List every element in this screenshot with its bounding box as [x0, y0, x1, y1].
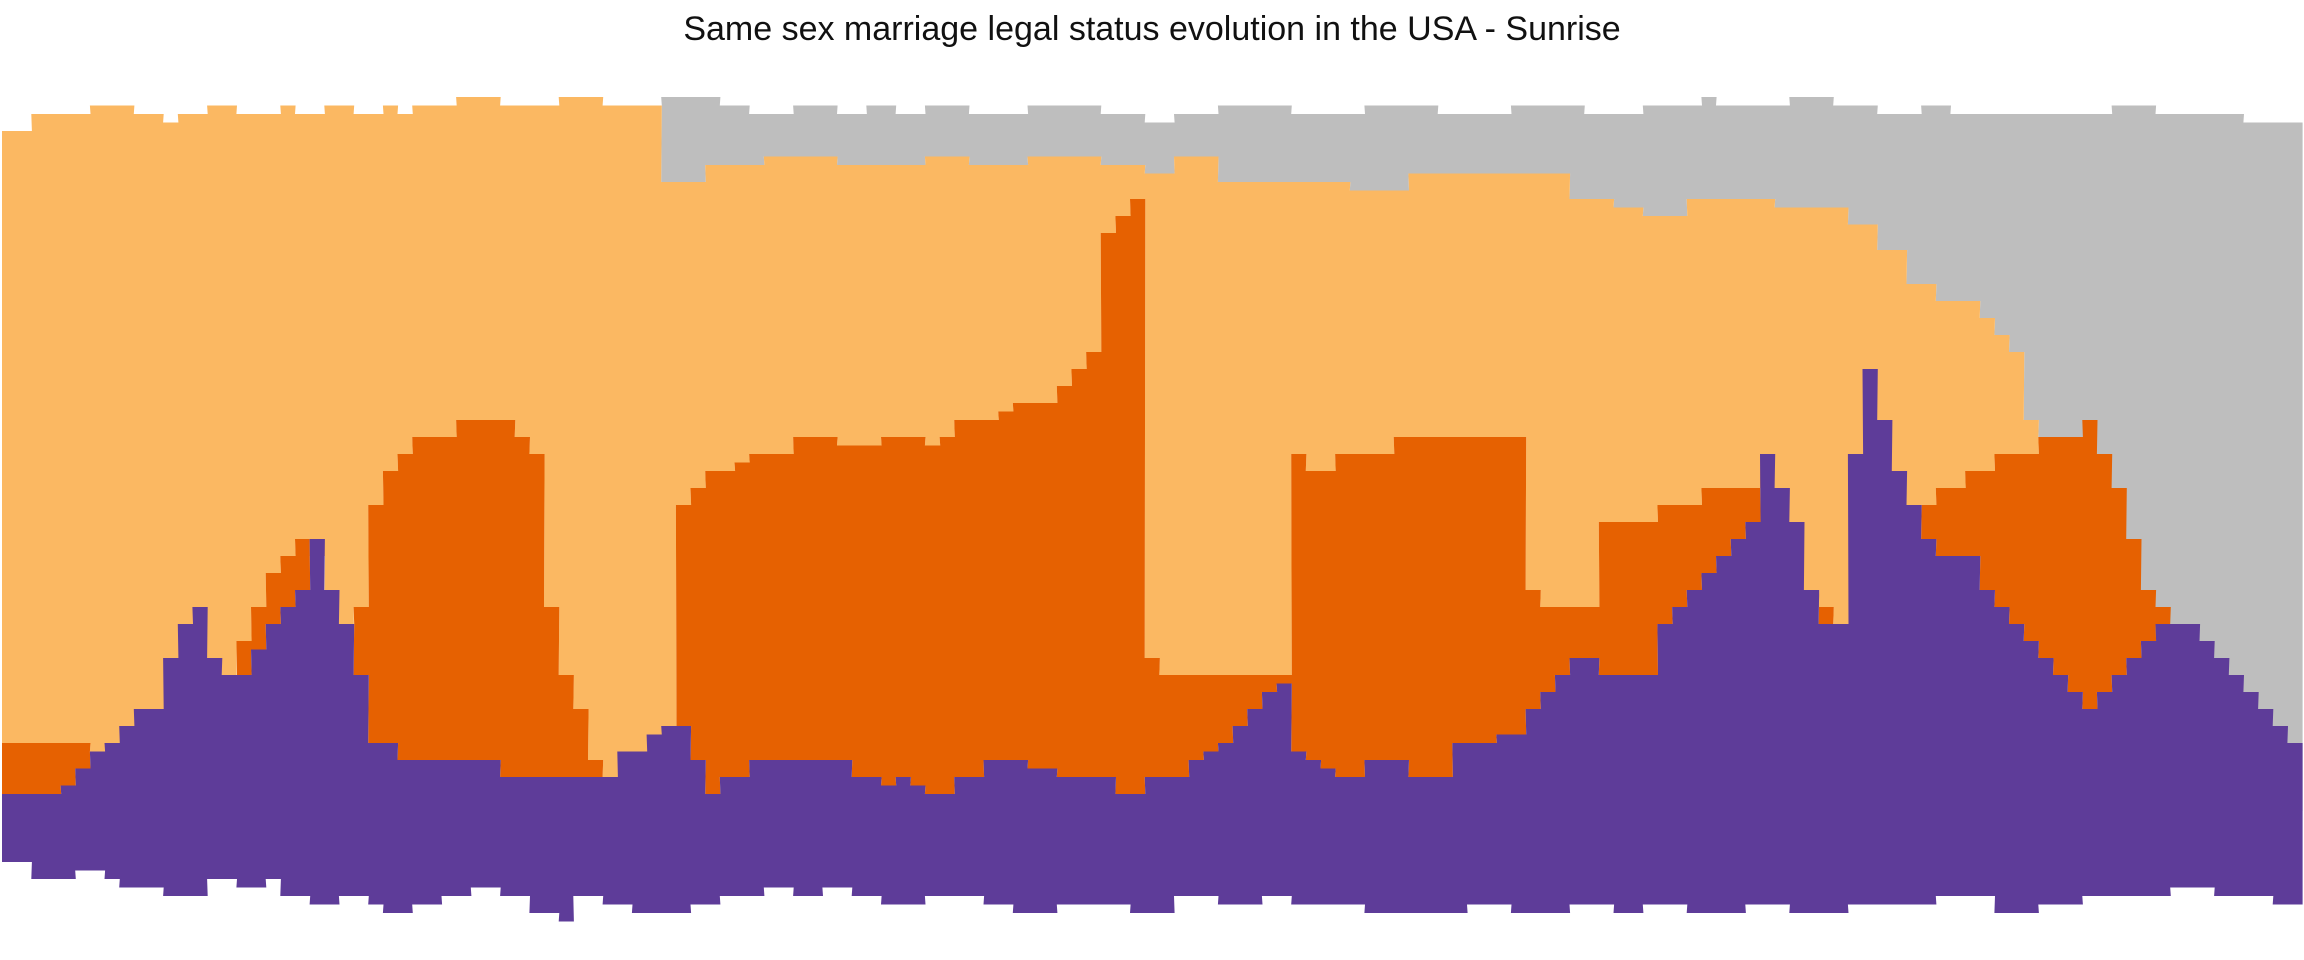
area-band-bottom: [2, 369, 2303, 922]
chart-title: Same sex marriage legal status evolution…: [683, 10, 1621, 48]
area-band-top: [2, 97, 2303, 811]
area-band-upper: [2, 97, 2303, 811]
area-band-middle: [2, 199, 2303, 794]
